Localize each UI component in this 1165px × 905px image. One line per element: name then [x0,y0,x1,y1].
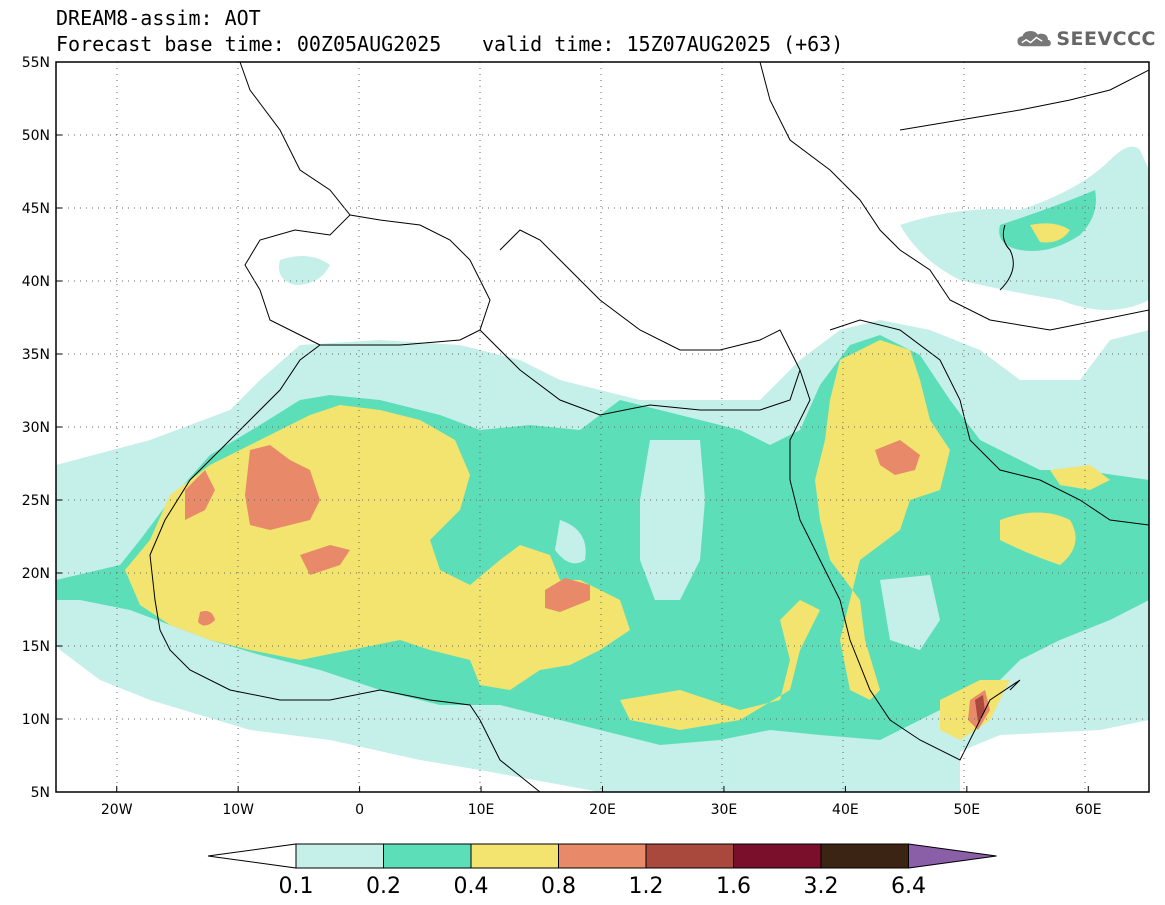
lat-axis: 55N 50N 45N 40N 35N 30N 25N 20N 15N 10N 5N [22,55,62,801]
lon-tick-label: 30E [711,802,738,818]
lon-tick-label: 60E [1075,802,1102,818]
map-title: DREAM8-assim: AOT [56,6,261,30]
colorbar-label: 0.1 [279,874,314,899]
colorbar-segment [733,843,822,869]
aot-contour-0.8 [245,445,320,530]
seevccc-logo: SEEVCCC [1016,24,1156,54]
colorbar-segment [295,843,384,869]
lon-tick-label: 10E [468,802,495,818]
colorbar-label: 1.6 [716,874,751,899]
colorbar-label: 3.2 [804,874,839,899]
lon-tick-label: 0 [355,802,364,818]
lat-tick-label: 5N [31,785,50,801]
lat-tick-label: 20N [22,566,50,582]
colorbar-label: 6.4 [891,874,926,899]
lon-tick-label: 40E [832,802,859,818]
lat-tick-label: 25N [22,493,50,509]
dust-field [56,146,1149,792]
lon-axis: 20W 10W 0 10E 20E 30E 40E 50E 60E [101,786,1102,818]
colorbar-segment [383,843,472,869]
colorbar-label: 0.8 [541,874,576,899]
lat-tick-label: 30N [22,420,50,436]
lat-tick-label: 55N [22,55,50,71]
graticule [56,62,1149,792]
lat-tick-label: 15N [22,639,50,655]
colorbar: 0.1 0.2 0.4 0.8 1.2 1.6 3.2 6.4 [207,843,997,899]
logo-text: SEEVCCC [1056,28,1156,50]
lat-tick-label: 10N [22,712,50,728]
lon-tick-label: 20E [589,802,616,818]
lon-tick-label: 20W [101,802,133,818]
lon-tick-label: 10W [222,802,254,818]
colorbar-underflow [207,843,297,869]
cloud-icon [1017,31,1051,47]
colorbar-segment [470,843,559,869]
colorbar-segment [820,843,909,869]
colorbar-label: 0.2 [366,874,401,899]
colorbar-segment [558,843,647,869]
valid-time: valid time: 15Z07AUG2025 (+63) [482,32,844,56]
coastlines [149,62,1149,792]
colorbar-label: 1.2 [629,874,664,899]
lat-tick-label: 45N [22,201,50,217]
lat-tick-label: 50N [22,128,50,144]
colorbar-label: 0.4 [454,874,489,899]
lon-tick-label: 50E [953,802,980,818]
lat-tick-label: 35N [22,347,50,363]
lat-tick-label: 40N [22,274,50,290]
forecast-base-time: Forecast base time: 00Z05AUG2025 [56,32,442,56]
colorbar-segment [645,843,734,869]
colorbar-overflow [908,843,997,869]
